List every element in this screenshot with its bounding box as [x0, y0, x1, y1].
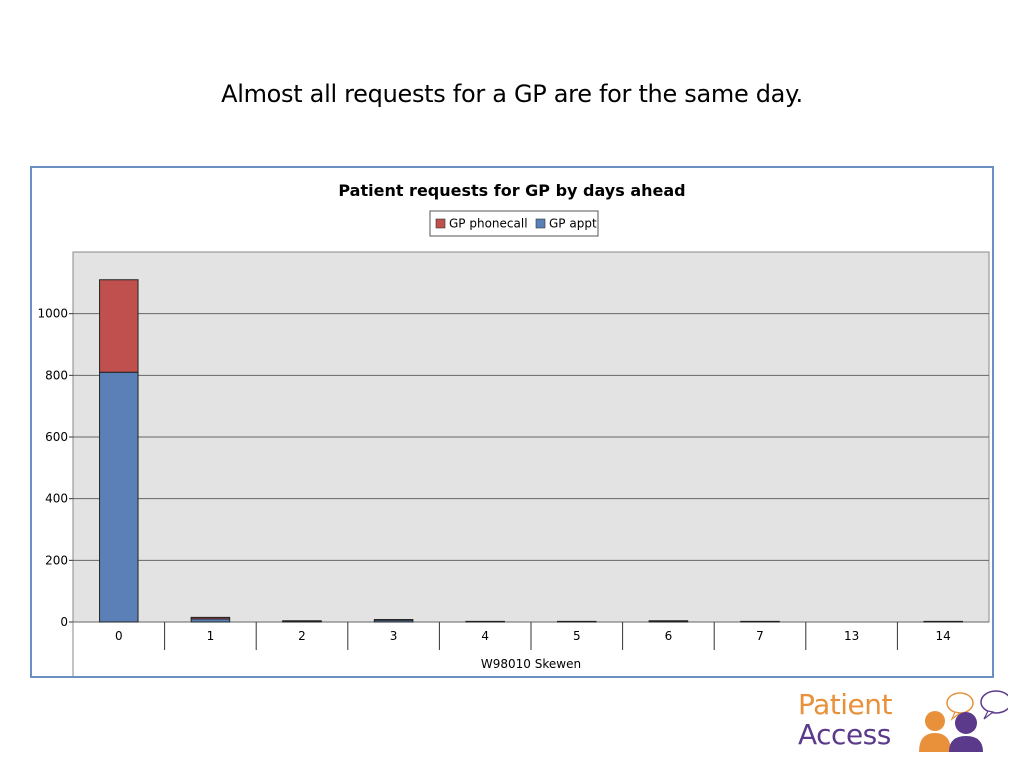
y-tick-label: 600	[45, 430, 68, 444]
legend-swatch	[435, 218, 446, 229]
x-tick-label: 7	[756, 629, 764, 643]
bar-gp-phonecall	[190, 616, 231, 620]
y-tick-label: 1000	[37, 307, 68, 321]
x-tick-label: 2	[298, 629, 306, 643]
patient-access-logo: Patient Access	[798, 688, 1008, 758]
x-axis-label: W98010 Skewen	[481, 657, 581, 671]
x-tick-label: 14	[936, 629, 951, 643]
y-tick-label: 0	[60, 615, 68, 629]
bar-chart: Patient requests for GP by days ahead GP …	[37, 181, 990, 676]
bar-gp-appt	[99, 371, 139, 623]
x-tick-label: 4	[481, 629, 489, 643]
legend-label: GP phonecall	[449, 217, 528, 231]
chart-frame: Patient requests for GP by days ahead GP …	[30, 166, 994, 678]
x-tick-label: 5	[573, 629, 581, 643]
legend-label: GP appt	[549, 217, 597, 231]
chart-title: Patient requests for GP by days ahead	[338, 181, 685, 200]
slide-title: Almost all requests for a GP are for the…	[221, 80, 803, 108]
y-tick-label: 400	[45, 492, 68, 506]
y-tick-label: 800	[45, 368, 68, 382]
logo-text-patient: Patient	[798, 688, 893, 721]
y-tick-label: 200	[45, 553, 68, 567]
x-tick-label: 3	[390, 629, 398, 643]
legend-swatch	[535, 218, 546, 229]
legend-box	[429, 210, 599, 237]
logo-text-access: Access	[798, 718, 891, 751]
x-tick-label: 6	[665, 629, 673, 643]
x-tick-label: 1	[207, 629, 215, 643]
speech-bubble-people-icon	[919, 690, 1008, 752]
x-tick-label: 13	[844, 629, 859, 643]
bar-gp-phonecall	[99, 279, 139, 373]
bar-gp-phonecall	[373, 619, 414, 621]
x-tick-label: 0	[115, 629, 123, 643]
